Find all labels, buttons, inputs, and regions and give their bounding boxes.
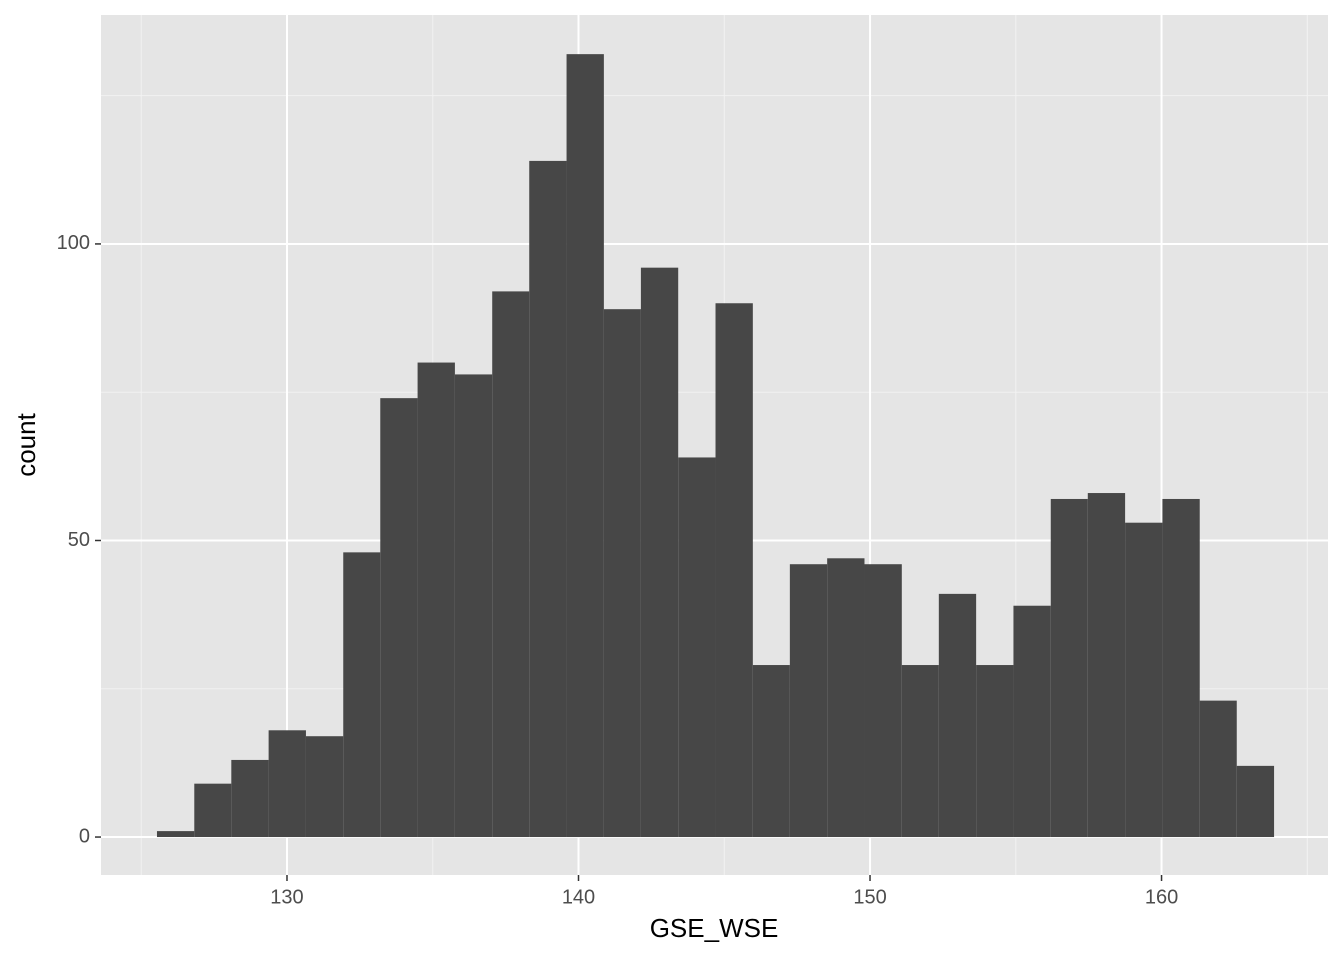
histogram-bar bbox=[1162, 498, 1200, 838]
histogram-bar bbox=[603, 309, 641, 838]
histogram-bar bbox=[1125, 522, 1163, 838]
x-tick-label: 160 bbox=[1145, 886, 1178, 908]
histogram-bar bbox=[901, 665, 939, 838]
histogram-bar bbox=[492, 291, 530, 838]
histogram-bar bbox=[864, 564, 902, 838]
x-axis-title: GSE_WSE bbox=[650, 913, 779, 943]
histogram-bar bbox=[1199, 700, 1237, 838]
y-tick-label: 50 bbox=[68, 529, 90, 551]
x-tick-label: 150 bbox=[853, 886, 886, 908]
y-axis-title: count bbox=[11, 412, 41, 476]
histogram-bar bbox=[529, 160, 567, 838]
histogram-bar bbox=[1013, 605, 1051, 838]
histogram-bar bbox=[715, 303, 753, 838]
histogram-bar bbox=[1087, 493, 1126, 838]
x-tick-label: 130 bbox=[270, 886, 303, 908]
histogram-bar bbox=[640, 267, 679, 838]
x-tick-label: 140 bbox=[562, 886, 595, 908]
histogram-bar bbox=[678, 457, 716, 838]
histogram-bar bbox=[194, 783, 232, 838]
histogram-bar bbox=[156, 831, 195, 838]
histogram-bar bbox=[1050, 498, 1088, 838]
histogram-bar bbox=[305, 736, 344, 838]
histogram-bar bbox=[976, 665, 1014, 838]
histogram-bar bbox=[343, 552, 381, 838]
histogram-bar bbox=[827, 558, 865, 838]
histogram-bar bbox=[938, 593, 977, 838]
histogram-bar bbox=[752, 665, 790, 838]
histogram-bar bbox=[566, 54, 604, 838]
y-tick-label: 0 bbox=[79, 825, 90, 847]
histogram-bar bbox=[1236, 765, 1275, 838]
histogram-bar bbox=[380, 398, 418, 838]
histogram-bar bbox=[231, 759, 269, 838]
histogram-bar bbox=[268, 730, 306, 838]
histogram-bar bbox=[789, 564, 828, 838]
y-tick-label: 100 bbox=[57, 232, 90, 254]
histogram-bar bbox=[454, 374, 493, 838]
histogram-bar bbox=[417, 362, 455, 838]
